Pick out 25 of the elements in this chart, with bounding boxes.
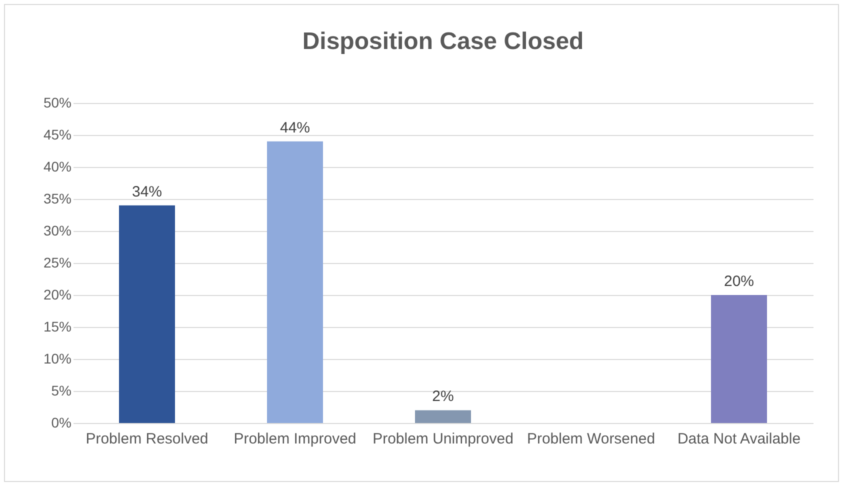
y-tick-label: 40% — [43, 158, 72, 174]
x-tick-label: Problem Unimproved — [372, 430, 514, 448]
data-label: 44% — [280, 119, 310, 136]
data-label: 34% — [132, 183, 162, 200]
y-tick-label: 30% — [43, 222, 72, 238]
x-tick-label: Problem Worsened — [526, 430, 656, 448]
bar — [267, 141, 323, 423]
y-tick-label: 10% — [43, 350, 72, 366]
data-label: 20% — [724, 273, 754, 290]
data-label: 2% — [432, 388, 454, 406]
y-tick-label: 25% — [43, 254, 72, 270]
y-tick-label: 45% — [43, 126, 72, 142]
bar — [119, 205, 175, 423]
x-tick-label: Problem Improved — [234, 430, 356, 448]
y-tick-label: 20% — [43, 286, 72, 302]
y-tick-label: 0% — [51, 414, 72, 430]
bar — [711, 295, 767, 423]
y-tick-label: 35% — [43, 190, 72, 206]
bar — [415, 410, 471, 423]
y-tick-label: 15% — [43, 318, 72, 334]
y-tick-label: 50% — [43, 94, 72, 110]
chart-title: Disposition Case Closed — [302, 28, 584, 55]
x-tick-label: Data Not Available — [677, 430, 801, 448]
y-tick-label: 5% — [51, 382, 72, 398]
x-tick-label: Problem Resolved — [86, 430, 208, 448]
